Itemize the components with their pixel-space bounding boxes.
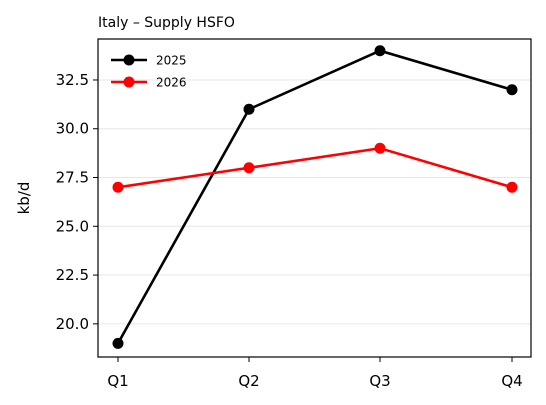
grid-layer — [98, 79, 531, 325]
y-tick-label: 32.5 — [56, 71, 89, 89]
legend-label: 2025 — [156, 54, 187, 68]
data-point — [243, 103, 255, 115]
series-line — [117, 146, 513, 189]
y-tick-label: 25.0 — [56, 217, 89, 235]
x-tick-label: Q2 — [238, 372, 259, 390]
data-point — [506, 181, 518, 193]
plot-frame — [97, 38, 532, 358]
y-tick-label: 20.0 — [56, 315, 89, 333]
data-point — [506, 84, 518, 96]
x-tick-label: Q3 — [369, 372, 390, 390]
legend: 2025 2026 — [111, 54, 187, 90]
data-point — [112, 337, 124, 349]
data-point — [243, 162, 255, 174]
data-point — [374, 142, 386, 154]
series-2026 — [112, 142, 518, 193]
legend-item: 2025 — [111, 54, 187, 68]
series-2025 — [112, 45, 518, 349]
y-tick-label: 27.5 — [56, 169, 89, 187]
y-tick-label: 22.5 — [56, 266, 89, 284]
y-tick-label: 30.0 — [56, 120, 89, 138]
x-tick-label: Q4 — [501, 372, 522, 390]
x-tick-label: Q1 — [107, 372, 128, 390]
legend-label: 2026 — [156, 76, 187, 90]
legend-marker — [123, 54, 135, 66]
legend-marker — [123, 76, 135, 88]
y-axis-label: kb/d — [15, 182, 33, 215]
tick-layer: 20.0 22.5 25.0 27.5 30.0 32.5 Q1 Q2 Q3 Q4 — [56, 71, 523, 390]
series-layer — [112, 45, 518, 349]
data-point — [374, 45, 386, 57]
series-line — [116, 49, 513, 344]
chart-title: Italy – Supply HSFO — [98, 15, 235, 31]
data-point — [112, 181, 124, 193]
legend-item: 2026 — [111, 76, 187, 90]
